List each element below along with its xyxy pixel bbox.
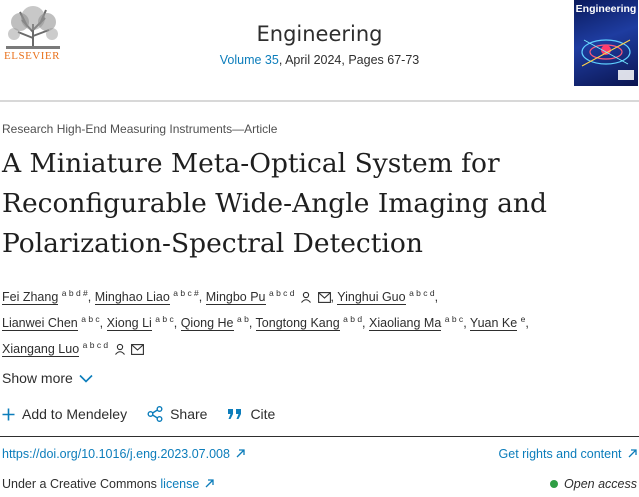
person-icon	[114, 344, 125, 356]
author-name[interactable]: Xiangang Luo	[2, 342, 80, 358]
volume-link[interactable]: Volume 35	[219, 53, 279, 67]
author-affiliations: e	[520, 314, 526, 325]
author-item[interactable]: Mingbo Pu a b c d	[205, 288, 331, 306]
add-to-mendeley-button[interactable]: Add to Mendeley	[2, 406, 127, 422]
person-icon	[301, 292, 311, 304]
arrow-northeast-icon	[205, 479, 214, 488]
open-access-badge: Open access	[550, 477, 637, 491]
author-affiliations: a b c	[155, 314, 174, 325]
author-item[interactable]: Yuan Ke e	[469, 314, 526, 332]
cover-art	[581, 39, 634, 80]
arrow-northeast-icon	[236, 449, 246, 458]
author-name[interactable]: Yuan Ke	[469, 316, 518, 332]
add-to-mendeley-label: Add to Mendeley	[22, 406, 128, 422]
action-divider	[0, 436, 639, 437]
volume-line: Volume 35, April 2024, Pages 67-73	[0, 53, 639, 67]
doi-link[interactable]: https://doi.org/10.1016/j.eng.2023.07.00…	[2, 447, 246, 461]
author-item[interactable]: Lianwei Chen a b c	[2, 314, 100, 332]
author-item[interactable]: Minghao Liao a b c #	[94, 288, 199, 306]
doi-text: https://doi.org/10.1016/j.eng.2023.07.00…	[2, 447, 230, 461]
author-name[interactable]: Yinghui Guo	[337, 290, 406, 306]
author-item[interactable]: Qiong He a b	[180, 314, 249, 332]
chevron-down-icon	[79, 374, 93, 383]
elsevier-tree-logo[interactable]	[2, 2, 64, 74]
author-name[interactable]: Xiaoliang Ma	[369, 316, 442, 332]
author-item[interactable]: Xiangang Luo a b c d	[2, 340, 145, 358]
author-name[interactable]: Lianwei Chen	[2, 316, 78, 332]
author-item[interactable]: Xiaoliang Ma a b c	[369, 314, 464, 332]
author-name[interactable]: Tongtong Kang	[255, 316, 340, 332]
open-access-dot	[550, 480, 559, 488]
author-affiliations: a b c d	[409, 288, 435, 298]
rights-text: Get rights and content	[498, 447, 622, 461]
author-affiliations: a b	[236, 314, 249, 325]
author-affiliations: a b d	[343, 314, 363, 325]
article-type: Research High-End Measuring Instruments—…	[2, 122, 278, 136]
cite-button[interactable]: Cite	[227, 406, 275, 422]
cite-label: Cite	[250, 406, 276, 422]
share-label: Share	[170, 406, 208, 422]
journal-cover-image[interactable]: Engineering	[574, 0, 638, 86]
author-affiliations: a b c d	[82, 340, 109, 351]
license-prefix: Under a Creative Commons	[2, 477, 157, 491]
author-list: Fei Zhang a b d #, Minghao Liao a b c #,…	[2, 288, 529, 358]
license-link[interactable]: license	[160, 477, 200, 491]
author-item[interactable]: Xiong Li a b c	[106, 314, 174, 332]
show-more-label: Show more	[2, 370, 73, 386]
open-access-label: Open access	[564, 477, 637, 491]
quote-icon	[228, 409, 242, 419]
author-name[interactable]: Xiong Li	[106, 316, 152, 332]
author-name[interactable]: Qiong He	[180, 316, 234, 332]
author-item[interactable]: Fei Zhang a b d #	[2, 288, 88, 306]
share-button[interactable]: Share	[147, 406, 207, 422]
author-item[interactable]: Tongtong Kang a b d	[255, 314, 363, 332]
license-line: Under a Creative Commons license	[2, 477, 214, 491]
author-item[interactable]: Yinghui Guo a b c d	[337, 288, 435, 306]
author-affiliations: a b c	[81, 314, 100, 325]
header: ELSEVIER Engineering Volume 35, April 20…	[0, 0, 639, 100]
author-name[interactable]: Mingbo Pu	[205, 290, 266, 306]
plus-icon	[2, 408, 15, 420]
envelope-icon[interactable]	[131, 344, 145, 356]
share-icon	[147, 406, 163, 422]
volume-details: , April 2024, Pages 67-73	[278, 53, 420, 67]
cover-title: Engineering	[575, 3, 637, 15]
author-affiliations: a b d #	[61, 288, 88, 298]
journal-title[interactable]: Engineering	[256, 22, 383, 46]
rights-link[interactable]: Get rights and content	[499, 447, 637, 461]
header-divider	[0, 100, 639, 102]
show-more-button[interactable]: Show more	[2, 370, 93, 386]
envelope-icon[interactable]	[317, 292, 331, 304]
author-name[interactable]: Minghao Liao	[94, 290, 170, 306]
author-affiliations: a b c d	[269, 288, 295, 298]
publisher-wordmark: ELSEVIER	[4, 50, 60, 62]
action-bar: Add to Mendeley Share Cite	[2, 406, 275, 422]
author-affiliations: a b c	[444, 314, 464, 325]
article-title: A Miniature Meta-Optical System for Reco…	[2, 148, 547, 259]
arrow-northeast-icon	[628, 449, 637, 458]
author-affiliations: a b c #	[173, 288, 199, 298]
author-name[interactable]: Fei Zhang	[2, 290, 59, 306]
